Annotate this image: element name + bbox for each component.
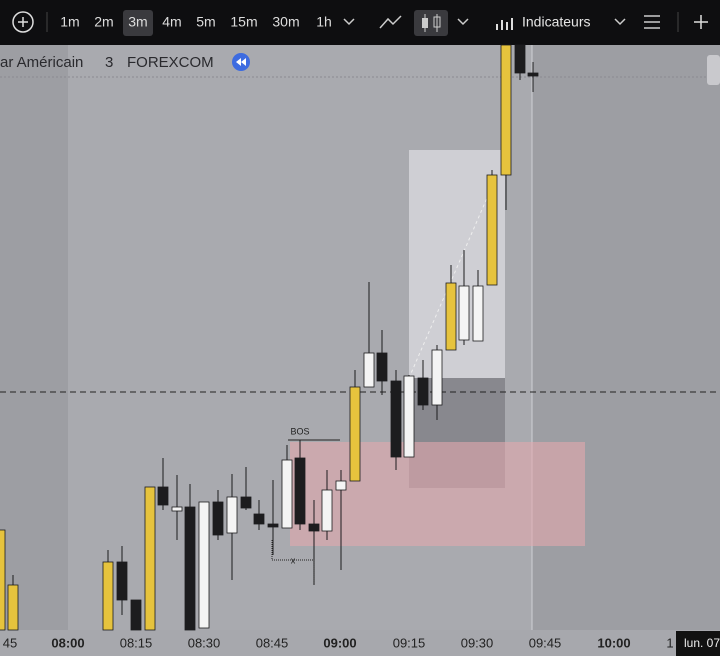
add-icon-plus xyxy=(18,17,28,27)
add-icon[interactable] xyxy=(12,11,34,33)
chart-type-button[interactable] xyxy=(414,10,448,36)
candle-body xyxy=(458,285,470,341)
time-label: 09:30 xyxy=(461,635,494,650)
time-label: 08:00 xyxy=(51,635,84,650)
x-marker-line xyxy=(271,540,315,586)
candle-body xyxy=(431,349,443,406)
candle-body xyxy=(294,457,306,525)
candle-body xyxy=(184,506,196,631)
candle-body xyxy=(390,380,402,458)
candle-body xyxy=(240,496,252,509)
interval-button[interactable]: 15m xyxy=(230,14,257,30)
cursor-date: lun. 07 xyxy=(684,636,720,650)
chevron[interactable] xyxy=(457,18,469,26)
x-label: x xyxy=(291,555,296,565)
candle-body xyxy=(171,506,183,512)
symbol-exchange: FOREXCOM xyxy=(127,54,214,71)
candle-body xyxy=(308,523,320,532)
indicators-icon xyxy=(496,18,513,30)
layout-icon[interactable] xyxy=(644,15,660,29)
candle-icon-body xyxy=(433,16,441,28)
candle-body xyxy=(486,174,498,286)
time-label: 09:00 xyxy=(323,635,356,650)
candle-body xyxy=(349,386,361,482)
cursor-date-box xyxy=(676,631,720,656)
time-label: 10:00 xyxy=(597,635,630,650)
chevron[interactable] xyxy=(343,18,355,26)
candle-body xyxy=(281,459,293,529)
indicators-button[interactable]: Indicateurs xyxy=(522,14,590,30)
time-label: 1 xyxy=(666,635,673,650)
candle-body xyxy=(102,561,114,631)
candle-body xyxy=(445,282,457,351)
candle-body xyxy=(130,599,142,631)
candle-body xyxy=(157,486,169,506)
time-label: 08:15 xyxy=(120,635,153,650)
candle-body xyxy=(527,72,539,77)
candle-body xyxy=(7,584,19,631)
candle-body xyxy=(226,496,238,534)
time-label: 08:45 xyxy=(256,635,289,650)
candles xyxy=(0,44,539,631)
interval-button[interactable]: 2m xyxy=(94,14,113,30)
candle-body xyxy=(321,489,333,532)
interval-button[interactable]: 3m xyxy=(128,14,147,30)
time-label: 45 xyxy=(3,635,17,650)
time-label: 09:15 xyxy=(393,635,426,650)
toolbar xyxy=(0,0,720,45)
trade-line xyxy=(408,174,498,379)
symbol-name: ar Américain xyxy=(0,54,83,71)
candle-body xyxy=(267,523,279,528)
interval-button[interactable]: 1h xyxy=(316,14,332,30)
candle-icon-body xyxy=(422,18,428,28)
candle-body xyxy=(212,501,224,536)
candle-body xyxy=(144,486,156,631)
replay-icon xyxy=(236,58,246,66)
time-axis xyxy=(0,630,720,656)
interval-button[interactable]: 1m xyxy=(60,14,79,30)
candle-body xyxy=(335,480,347,491)
axis-labels: 45 08:00 08:15 08:30 08:45 09:00 09:15 09:30 09:… xyxy=(3,635,674,650)
active-interval-bg xyxy=(123,10,153,36)
interval-group: 1m 2m 3m 4m 5m 15m 30m 1h xyxy=(60,10,332,36)
candle-body xyxy=(116,561,128,601)
candle-body xyxy=(198,501,210,629)
chevron[interactable] xyxy=(614,18,626,26)
candle-body xyxy=(417,377,429,406)
compare-icon[interactable] xyxy=(694,15,708,29)
side-button[interactable] xyxy=(707,55,720,85)
line-tool-icon[interactable] xyxy=(379,15,402,29)
candle-body xyxy=(403,375,415,458)
time-label: 09:45 xyxy=(529,635,562,650)
candle-body xyxy=(376,352,388,382)
time-label: 08:30 xyxy=(188,635,221,650)
candle-body xyxy=(363,352,375,388)
candle-body xyxy=(500,44,512,176)
candle-body xyxy=(0,529,6,631)
interval-button[interactable]: 30m xyxy=(272,14,299,30)
candle-body xyxy=(472,285,484,342)
interval-button[interactable]: 5m xyxy=(196,14,215,30)
order-block xyxy=(290,442,585,546)
symbol-interval: 3 xyxy=(105,54,113,71)
interval-button[interactable]: 4m xyxy=(162,14,181,30)
candle-body xyxy=(514,44,526,74)
candle-body xyxy=(253,513,265,525)
bos-label: BOS xyxy=(290,426,309,436)
